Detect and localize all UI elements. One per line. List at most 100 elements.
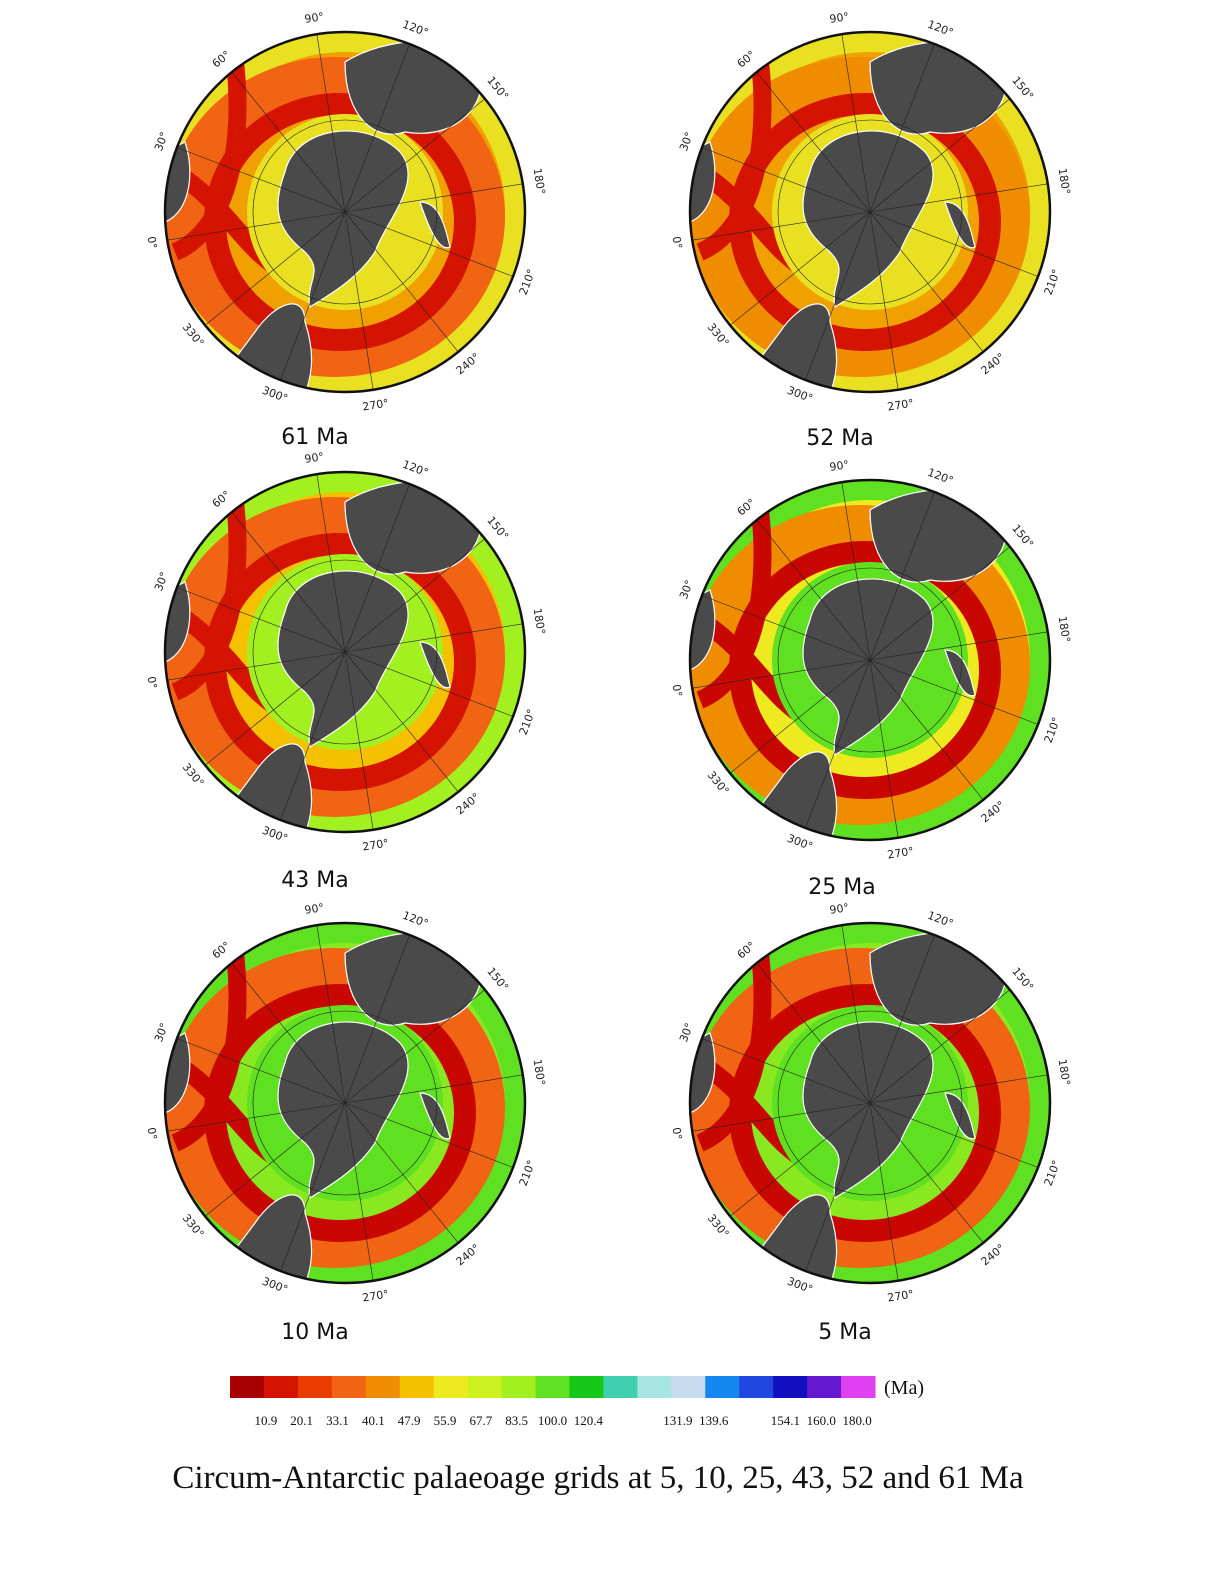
longitude-label: 0° [145,1126,160,1140]
meridian [344,183,523,213]
panel-label: 25 Ma [808,875,875,900]
meridian [204,211,346,326]
longitude-label: 60° [210,939,233,961]
longitude-label: 210° [1042,1158,1064,1187]
colorbar-tick-label: 131.9 [663,1413,692,1428]
colorbar-tick-label: 180.0 [842,1413,871,1428]
meridian [869,934,935,1104]
longitude-label: 240° [979,799,1008,826]
panel-label: 43 Ma [281,868,348,893]
map-body [165,923,525,1283]
colorbar-tick-label: 120.4 [574,1413,604,1428]
meridian [869,989,1011,1104]
meridian [869,211,899,390]
longitude-label: 300° [260,1275,289,1297]
map-panel: 0° 30° 60° 90° 120° 150° 180° 210° 240° 270° 300° 3… [670,458,1073,862]
longitude-label: 30° [677,578,696,601]
longitude-label: 60° [210,48,233,70]
longitude-label: 240° [454,1242,483,1269]
parallel [777,119,963,305]
meridian [692,211,871,241]
meridian [167,211,346,241]
longitude-label: 180° [531,607,548,635]
parallel [777,567,963,753]
age-band [690,505,1030,825]
australia [344,931,482,1026]
meridian [176,587,346,653]
meridian [344,1102,459,1244]
meridian [869,43,935,213]
longitude-label: 240° [454,791,483,818]
meridian [204,651,346,766]
age-band [690,57,1030,377]
map-body [165,32,525,392]
colorbar-swatch [841,1376,876,1398]
longitude-label: 90° [304,450,325,466]
map-panel: 0° 30° 60° 90° 120° 150° 180° 210° 240° 270° 300° 3… [145,10,548,414]
longitude-label: 0° [670,1126,685,1140]
meridian [344,98,486,213]
meridian [701,147,871,213]
longitude-label: 210° [517,1158,539,1187]
age-band [165,57,505,377]
longitude-label: 210° [517,707,539,736]
colorbar-tick-label: 160.0 [807,1413,836,1428]
longitude-label: 0° [670,683,685,697]
parallel [252,559,438,745]
colorbar-unit: (Ma) [884,1377,924,1399]
meridian [869,211,984,353]
meridian [344,651,459,793]
age-band [690,948,1030,1268]
longitude-label: 90° [829,10,850,26]
meridian [869,1074,1048,1104]
longitude-label: 300° [785,1275,814,1297]
meridian [729,1102,871,1217]
colorbar-tick-label: 139.6 [699,1413,729,1428]
meridian [280,651,346,821]
meridian [280,1102,346,1272]
map-panel: 0° 30° 60° 90° 120° 150° 180° 210° 240° 270° 300° 3… [670,901,1073,1305]
meridian [841,925,871,1104]
colorbar-swatch [297,1376,333,1398]
longitude-label: 240° [979,1242,1008,1269]
meridian [344,1074,523,1104]
panel-label: 52 Ma [806,426,873,451]
meridian [756,519,871,661]
longitude-label: 300° [260,384,289,406]
meridian [344,211,374,390]
colorbar-swatch [433,1376,469,1398]
meridian [701,595,871,661]
colorbar-tick-label: 47.9 [398,1413,421,1428]
longitude-label: 120° [401,458,430,480]
longitude-label: 330° [705,1212,732,1241]
antarctica [802,130,934,308]
longitude-label: 210° [1042,715,1064,744]
new-zealand [419,201,451,249]
map-panel: 0° 30° 60° 90° 120° 150° 180° 210° 240° 270° 300° 3… [670,10,1073,414]
longitude-label: 180° [1056,615,1073,643]
colorbar-swatch [807,1376,842,1398]
longitude-label: 180° [531,167,548,195]
australia [869,488,1007,583]
longitude-label: 330° [180,321,207,350]
longitude-label: 90° [304,901,325,917]
longitude-label: 120° [401,18,430,40]
meridian [167,1102,346,1132]
meridian [756,71,871,213]
meridian [344,483,410,653]
longitude-label: 210° [1042,267,1064,296]
longitude-label: 30° [677,1021,696,1044]
panel-label: 5 Ma [818,1320,871,1345]
meridian [869,631,1048,661]
longitude-label: 120° [926,18,955,40]
longitude-label: 270° [361,397,389,414]
longitude-label: 120° [401,909,430,931]
longitude-label: 90° [304,10,325,26]
new-zealand [944,201,976,249]
colorbar-swatch [365,1376,401,1398]
meridian [805,211,871,381]
meridian [729,659,871,774]
longitude-label: 150° [1009,74,1036,103]
colorbar-swatch [263,1376,299,1398]
meridian [344,538,486,653]
